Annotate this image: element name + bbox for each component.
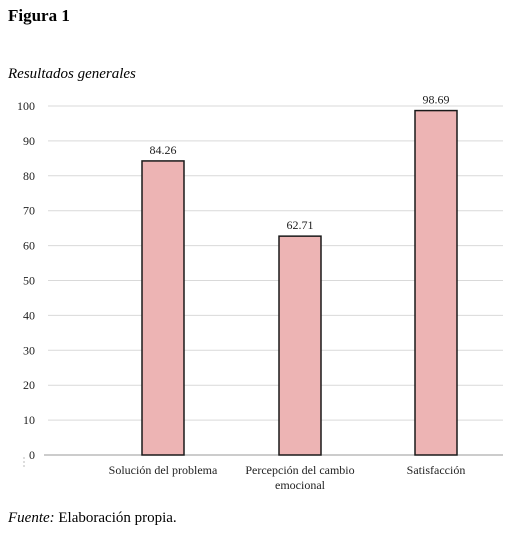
y-tick-label: 80 (23, 169, 35, 183)
y-tick-label: 60 (23, 239, 35, 253)
x-tick-label: Percepción del cambio (245, 463, 354, 477)
x-tick-label: Solución del problema (109, 463, 218, 477)
y-tick-label: 0 (29, 448, 35, 462)
y-tick-label: 50 (23, 274, 35, 288)
y-tick-label: 30 (23, 343, 35, 357)
figure-title: Resultados generales (8, 66, 136, 82)
data-label: 98.69 (423, 93, 450, 107)
source-text: Elaboración propia. (54, 510, 177, 526)
y-tick-label: 40 (23, 308, 35, 322)
bars (141, 109, 458, 456)
y-tick-label: 70 (23, 204, 35, 218)
bar (278, 235, 322, 456)
source-prefix: Fuente: (8, 510, 55, 526)
x-tick-label: emocional (275, 478, 326, 492)
bar (414, 109, 458, 456)
y-tick-label: 100 (17, 99, 35, 113)
data-label: 84.26 (150, 143, 177, 157)
y-tick-label: 10 (23, 413, 35, 427)
figure-label: Figura 1 (8, 6, 70, 25)
bar (141, 160, 185, 456)
data-label: 62.71 (287, 218, 314, 232)
source-note: Fuente: Elaboración propia. (8, 510, 177, 527)
x-tick-label: Satisfacción (407, 463, 466, 477)
y-tick-label: 90 (23, 134, 35, 148)
bar-chart: 0 10 20 30 40 50 60 70 80 90 100 84.26 Solución del … (17, 93, 503, 492)
y-tick-label: 20 (23, 378, 35, 392)
labels: 0 10 20 30 40 50 60 70 80 90 100 84.26 Solución del … (17, 93, 465, 492)
